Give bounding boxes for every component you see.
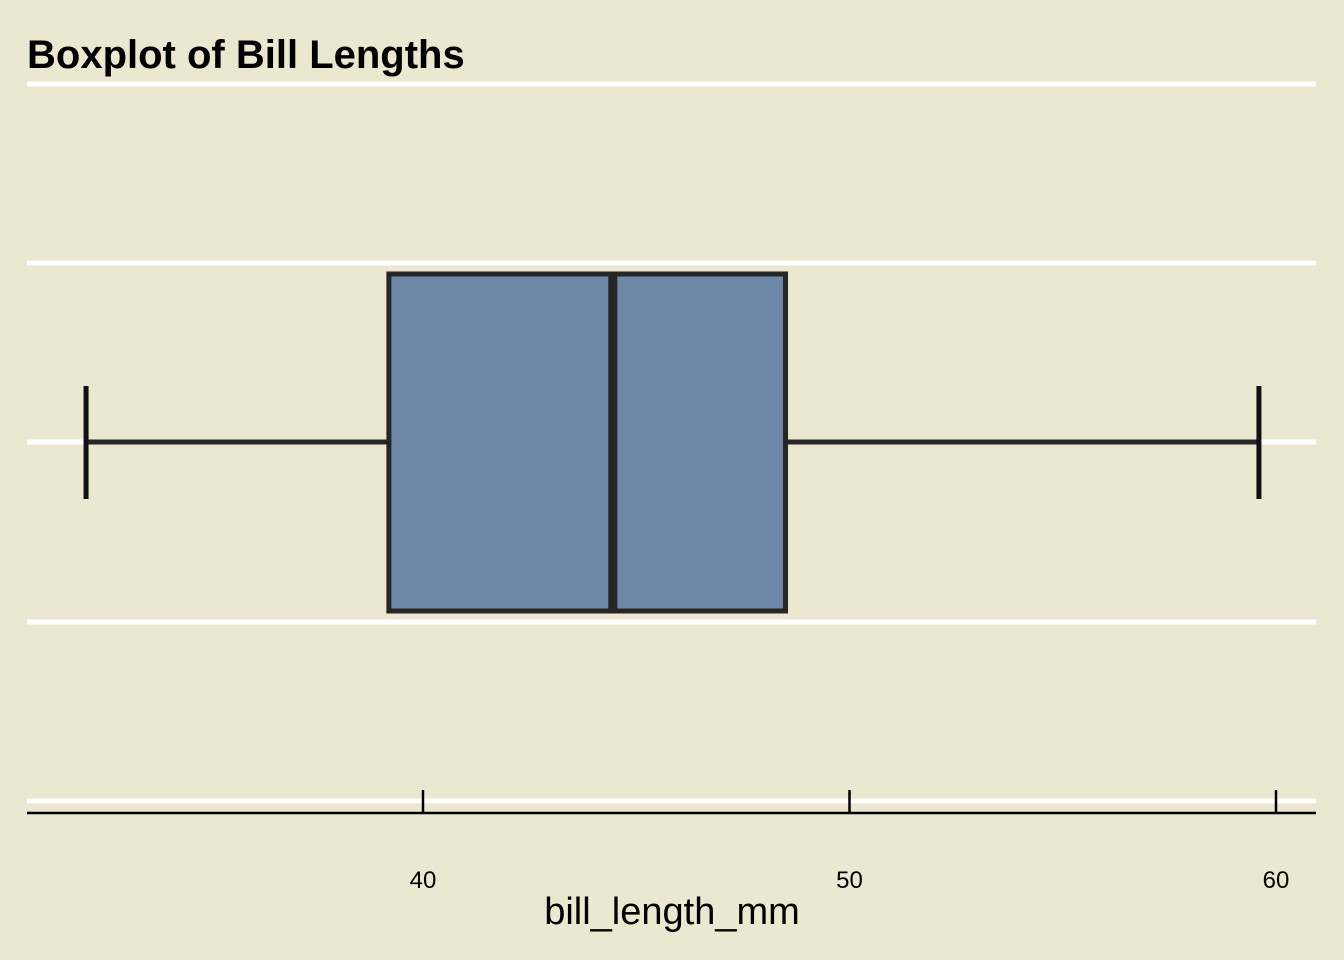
x-axis-title: bill_length_mm — [544, 891, 800, 933]
boxplot — [83, 271, 1262, 614]
x-tick-label-60: 60 — [1263, 867, 1290, 894]
x-tick-label-50: 50 — [836, 867, 863, 894]
x-axis-ticks: 40 50 60 — [410, 790, 1290, 894]
x-tick-label-40: 40 — [410, 867, 437, 894]
x-axis: 40 50 60 — [27, 790, 1316, 894]
iqr-box — [386, 271, 789, 614]
chart-title: Boxplot of Bill Lengths — [27, 33, 465, 77]
